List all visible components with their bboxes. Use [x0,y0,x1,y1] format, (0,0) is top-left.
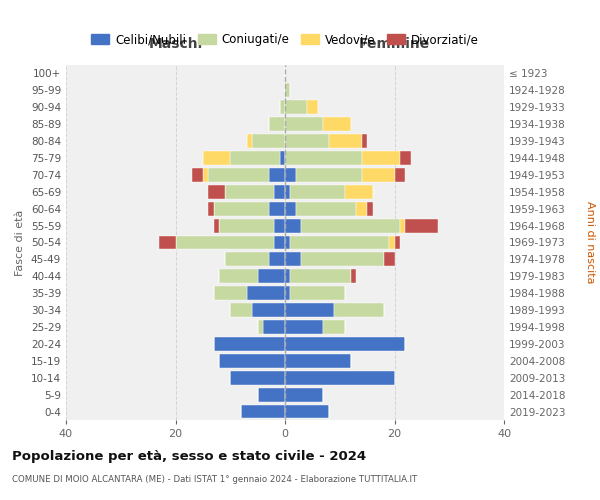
Bar [285,185,290,198]
Bar [214,218,220,232]
Bar [257,320,263,334]
Bar [230,371,285,384]
Bar [274,185,285,198]
Y-axis label: Anni di nascita: Anni di nascita [585,201,595,284]
Bar [252,134,285,148]
Bar [285,252,301,266]
Bar [220,354,285,368]
Bar [225,185,274,198]
Bar [208,168,269,182]
Bar [406,218,439,232]
Bar [400,218,406,232]
Legend: Celibi/Nubili, Coniugati/e, Vedovi/e, Divorziati/e: Celibi/Nubili, Coniugati/e, Vedovi/e, Di… [86,28,484,50]
Bar [285,270,290,283]
Bar [345,185,373,198]
Bar [285,286,290,300]
Bar [269,202,285,215]
Bar [285,100,307,114]
Bar [296,202,356,215]
Bar [257,270,285,283]
Bar [203,168,208,182]
Bar [290,286,345,300]
Bar [301,218,400,232]
Bar [350,270,356,283]
Bar [208,202,214,215]
Bar [252,303,285,317]
Bar [285,303,334,317]
Bar [362,151,400,165]
Bar [285,388,323,402]
Bar [334,303,383,317]
Bar [257,388,285,402]
Bar [214,286,247,300]
Bar [203,151,230,165]
Bar [247,134,252,148]
Bar [285,168,296,182]
Bar [208,185,225,198]
Bar [290,185,345,198]
Bar [389,236,395,250]
Bar [220,270,257,283]
Bar [323,320,345,334]
Bar [230,151,280,165]
Text: Maschi: Maschi [148,38,203,52]
Bar [247,286,285,300]
Bar [192,168,203,182]
Bar [269,117,285,131]
Bar [176,236,274,250]
Bar [290,270,351,283]
Bar [329,134,362,148]
Text: COMUNE DI MOIO ALCANTARA (ME) - Dati ISTAT 1° gennaio 2024 - Elaborazione TUTTIT: COMUNE DI MOIO ALCANTARA (ME) - Dati IST… [12,475,417,484]
Bar [285,202,296,215]
Bar [285,151,362,165]
Bar [280,151,285,165]
Bar [285,371,395,384]
Bar [241,404,285,418]
Bar [362,134,367,148]
Bar [301,252,383,266]
Bar [285,117,323,131]
Text: Femmine: Femmine [359,38,430,52]
Bar [269,168,285,182]
Bar [214,202,269,215]
Bar [159,236,176,250]
Bar [362,168,395,182]
Bar [285,320,323,334]
Y-axis label: Fasce di età: Fasce di età [16,210,25,276]
Bar [395,236,400,250]
Bar [383,252,395,266]
Bar [280,100,285,114]
Bar [307,100,318,114]
Bar [263,320,285,334]
Bar [214,337,285,351]
Bar [225,252,269,266]
Bar [285,134,329,148]
Bar [285,236,290,250]
Bar [220,218,274,232]
Bar [296,168,362,182]
Bar [285,218,301,232]
Text: Popolazione per età, sesso e stato civile - 2024: Popolazione per età, sesso e stato civil… [12,450,366,463]
Bar [285,404,329,418]
Bar [285,84,290,98]
Bar [274,236,285,250]
Bar [395,168,406,182]
Bar [285,337,406,351]
Bar [269,252,285,266]
Bar [356,202,367,215]
Bar [367,202,373,215]
Bar [230,303,252,317]
Bar [290,236,389,250]
Bar [274,218,285,232]
Bar [400,151,411,165]
Bar [323,117,350,131]
Bar [285,354,350,368]
